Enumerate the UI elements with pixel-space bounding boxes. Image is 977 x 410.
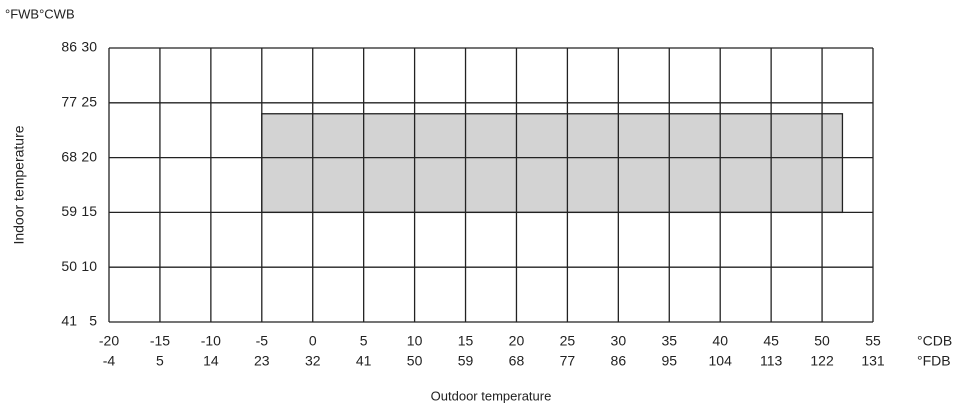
x2-tick-label: -4 [103,353,116,369]
y-tick-label: 25 [81,94,97,110]
y2-tick-label: 86 [61,39,77,55]
y-tick-label: 30 [81,39,97,55]
x2-tick-label: 59 [458,353,474,369]
x2-tick-label: 68 [509,353,525,369]
x2-tick-label: 95 [661,353,677,369]
y-tick-label: 15 [81,203,97,219]
x2-tick-label: 5 [156,353,164,369]
x-tick-label: 40 [712,333,728,349]
x-tick-label: 55 [865,333,881,349]
x2-tick-label: 131 [861,353,885,369]
x2-tick-label: 23 [254,353,270,369]
operating-range [261,113,844,214]
x-tick-label: 20 [509,333,525,349]
y2-tick-label: 68 [61,148,77,164]
x2-tick-label: 41 [356,353,372,369]
x-tick-label: 10 [407,333,423,349]
y2-tick-label: 41 [61,313,77,329]
x-tick-label: 35 [661,333,677,349]
x-unit-label: °CDB [917,333,952,349]
y-tick-label: 10 [81,258,97,274]
y-axis-label: Indoor temperature [11,125,27,244]
x2-tick-label: 50 [407,353,423,369]
y-tick-label: 20 [81,148,97,164]
y2-tick-label: 59 [61,203,77,219]
x-tick-label: -5 [256,333,269,349]
x-axis-label: Outdoor temperature [431,388,552,403]
x-tick-label: 25 [560,333,576,349]
x2-tick-label: 32 [305,353,321,369]
x2-tick-label: 113 [760,353,783,369]
x2-tick-label: 14 [203,353,219,369]
x2-tick-label: 104 [709,353,733,369]
x-tick-label: 0 [309,333,317,349]
x-tick-label: -15 [150,333,170,349]
x-tick-label: -20 [99,333,119,349]
y-tick-label: 5 [89,313,97,329]
x2-tick-label: 86 [611,353,627,369]
x2-tick-label: 77 [560,353,576,369]
x-tick-label: 5 [360,333,368,349]
x2-tick-label: 122 [810,353,834,369]
y2-tick-label: 77 [61,94,77,110]
x-tick-label: 30 [611,333,627,349]
x-tick-label: 50 [814,333,830,349]
x-tick-label: 45 [763,333,779,349]
x2-unit-label: °FDB [917,353,951,369]
y-unit-label: °FWB°CWB [5,6,75,21]
x-tick-label: 15 [458,333,474,349]
y2-tick-label: 50 [61,258,77,274]
x-tick-label: -10 [201,333,221,349]
